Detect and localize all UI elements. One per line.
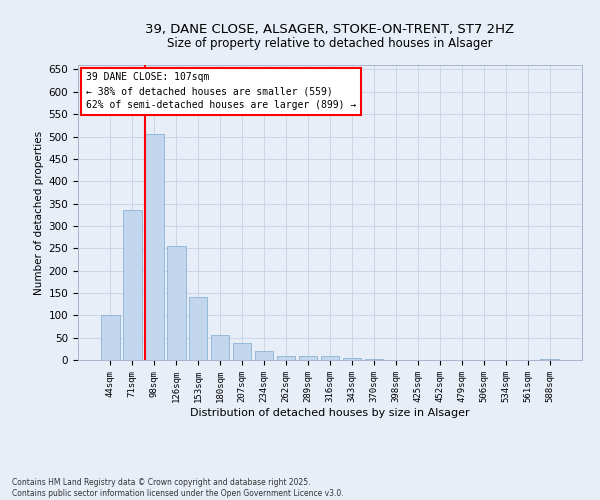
X-axis label: Distribution of detached houses by size in Alsager: Distribution of detached houses by size …: [190, 408, 470, 418]
Bar: [343, 358, 361, 360]
Bar: [255, 351, 274, 360]
Text: 39 DANE CLOSE: 107sqm
← 38% of detached houses are smaller (559)
62% of semi-det: 39 DANE CLOSE: 107sqm ← 38% of detached …: [86, 72, 356, 110]
Bar: [365, 358, 383, 360]
Text: Size of property relative to detached houses in Alsager: Size of property relative to detached ho…: [167, 38, 493, 51]
Bar: [123, 210, 142, 360]
Bar: [299, 356, 317, 360]
Bar: [145, 134, 164, 360]
Bar: [101, 316, 119, 360]
Bar: [211, 336, 229, 360]
Bar: [233, 343, 251, 360]
Text: 39, DANE CLOSE, ALSAGER, STOKE-ON-TRENT, ST7 2HZ: 39, DANE CLOSE, ALSAGER, STOKE-ON-TRENT,…: [145, 22, 515, 36]
Bar: [189, 298, 208, 360]
Bar: [167, 246, 185, 360]
Bar: [320, 356, 340, 360]
Y-axis label: Number of detached properties: Number of detached properties: [34, 130, 44, 294]
Bar: [277, 356, 295, 360]
Text: Contains HM Land Registry data © Crown copyright and database right 2025.
Contai: Contains HM Land Registry data © Crown c…: [12, 478, 344, 498]
Bar: [541, 358, 559, 360]
